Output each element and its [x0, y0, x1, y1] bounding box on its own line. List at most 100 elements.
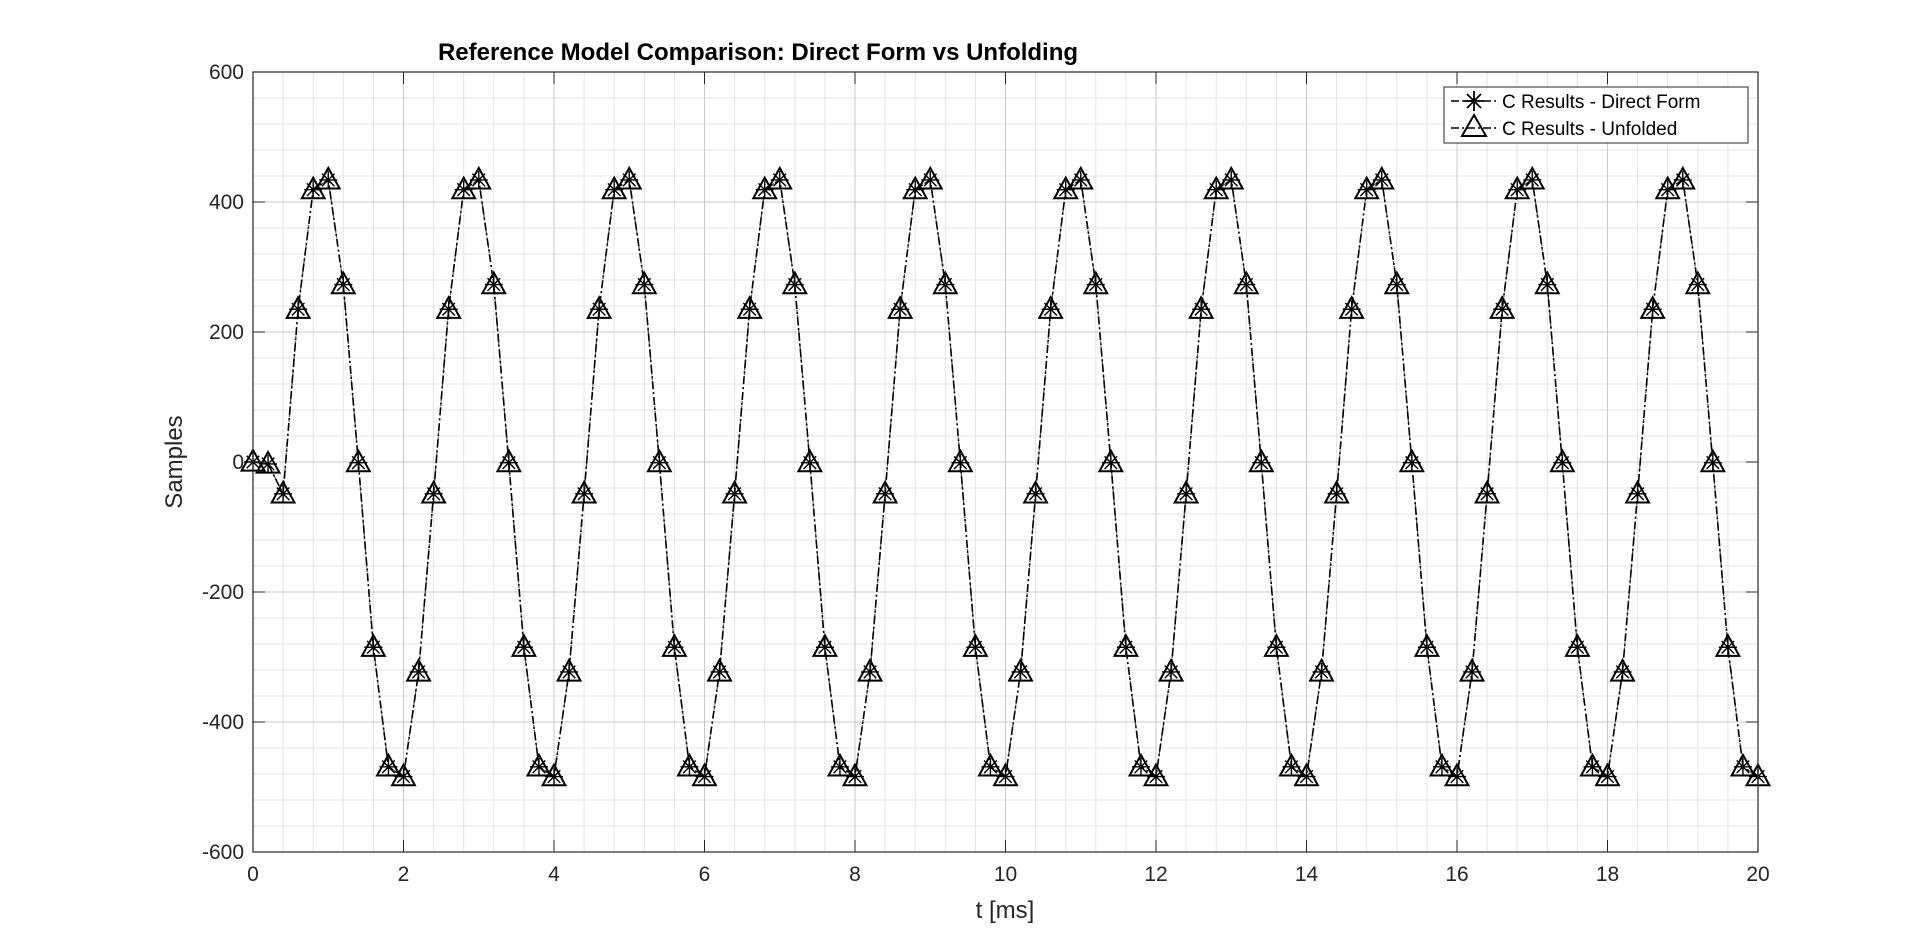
direct-form-point: [1207, 180, 1226, 199]
direct-form-point: [1282, 757, 1301, 776]
direct-form-point: [1192, 300, 1211, 319]
direct-form-point: [1252, 453, 1271, 472]
direct-form-point: [1523, 170, 1542, 189]
unfolded-point: [1699, 448, 1726, 473]
direct-form-point: [304, 180, 323, 199]
unfolded-point: [1082, 270, 1109, 295]
unfolded-point: [646, 448, 673, 473]
direct-form-point: [951, 453, 970, 472]
unfolded-point: [555, 657, 583, 682]
x-tick-label: 16: [1445, 863, 1468, 886]
unfolded-point: [525, 752, 553, 777]
legend-entry-direct-form: C Results - Direct Form: [1451, 91, 1700, 113]
unfolded-point: [1097, 448, 1124, 473]
unfolded-point: [1037, 295, 1064, 319]
x-tick-label: 0: [247, 863, 259, 886]
unfolded-point: [1609, 657, 1636, 682]
unfolded-point: [1293, 762, 1320, 787]
direct-form-point: [785, 275, 804, 294]
direct-form-point: [650, 453, 669, 472]
legend-marker-unfolded: [1460, 112, 1488, 137]
direct-form-point: [1026, 484, 1045, 503]
x-tick-label: 4: [548, 863, 560, 886]
unfolded-point: [1639, 295, 1666, 319]
unfolded-point: [285, 295, 312, 319]
unfolded-point: [1188, 295, 1215, 319]
direct-form-point: [560, 662, 579, 681]
unfolded-point: [420, 479, 447, 504]
direct-form-point: [1703, 453, 1722, 472]
y-tick-label: 0: [232, 451, 244, 474]
direct-form-point: [1583, 757, 1602, 776]
unfolded-point: [887, 295, 914, 319]
direct-form-point: [605, 180, 624, 199]
y-axis-label: Samples: [161, 415, 188, 508]
unfolded-point: [571, 479, 598, 504]
legend: C Results - Direct Form C Results - Unfo…: [1443, 86, 1749, 144]
unfolded-point: [917, 165, 944, 190]
direct-form-point: [846, 767, 864, 786]
direct-form-point: [514, 638, 533, 657]
direct-form-point: [1071, 170, 1090, 189]
unfolded-point: [1338, 295, 1365, 319]
direct-form-point: [1297, 767, 1316, 786]
unfolded-point: [1413, 633, 1440, 657]
unfolded-point: [962, 633, 989, 657]
y-tick-label: 400: [209, 191, 244, 214]
unfolded-point: [1714, 633, 1741, 657]
direct-form-point: [876, 484, 895, 503]
unfolded-point: [992, 762, 1019, 787]
unfolded-point: [510, 633, 537, 657]
direct-form-point: [1372, 170, 1391, 189]
direct-form-point: [274, 484, 293, 503]
unfolded-point: [1549, 448, 1576, 473]
direct-form-point: [364, 638, 383, 657]
unfolded-point: [480, 270, 507, 295]
unfolded-point: [540, 762, 568, 787]
direct-form-point: [1553, 453, 1572, 472]
unfolded-point: [856, 657, 884, 682]
direct-form-point: [349, 453, 368, 472]
unfolded-point: [465, 165, 492, 190]
unfolded-point: [1127, 752, 1155, 777]
direct-form-point: [740, 300, 759, 319]
series-layer: [239, 165, 1772, 787]
direct-form-point: [620, 170, 639, 189]
direct-form-point: [590, 300, 609, 319]
unfolded-point: [616, 165, 643, 190]
direct-form-point: [409, 662, 428, 681]
unfolded-point: [330, 270, 357, 295]
unfolded-point: [676, 752, 703, 777]
direct-form-point: [921, 170, 940, 189]
direct-form-point: [1147, 767, 1165, 786]
unfolded-point: [1157, 657, 1185, 682]
x-tick-label: 10: [994, 863, 1017, 886]
legend-label-unfolded: C Results - Unfolded: [1502, 119, 1677, 140]
y-tick-label: -200: [202, 581, 244, 604]
direct-form-point: [439, 300, 458, 319]
unfolded-point: [1579, 752, 1606, 777]
direct-form-point: [1327, 484, 1346, 503]
unfolded-point: [1458, 657, 1486, 682]
direct-form-point: [289, 300, 308, 319]
unfolded-point: [1519, 165, 1546, 190]
unfolded-point: [631, 270, 658, 295]
unfolded-point: [1534, 270, 1561, 295]
direct-form-point: [815, 638, 834, 657]
unfolded-point: [1142, 762, 1170, 787]
unfolded-point: [1112, 633, 1139, 657]
direct-form-point: [529, 757, 548, 776]
unfolded-point: [1263, 633, 1290, 657]
direct-form-point: [1643, 300, 1662, 319]
x-tick-label: 14: [1295, 863, 1319, 886]
unfolded-point: [586, 295, 613, 319]
x-axis-label: t [ms]: [976, 897, 1035, 924]
y-tick-labels: -600 -400 -200 0 200 400 600: [202, 61, 244, 864]
unfolded-point: [1067, 165, 1094, 190]
direct-form-point: [981, 757, 1000, 776]
legend-entry-unfolded: C Results - Unfolded: [1451, 112, 1677, 140]
direct-form-point: [725, 484, 744, 503]
y-tick-label: 600: [209, 61, 244, 84]
direct-form-point: [770, 170, 789, 189]
